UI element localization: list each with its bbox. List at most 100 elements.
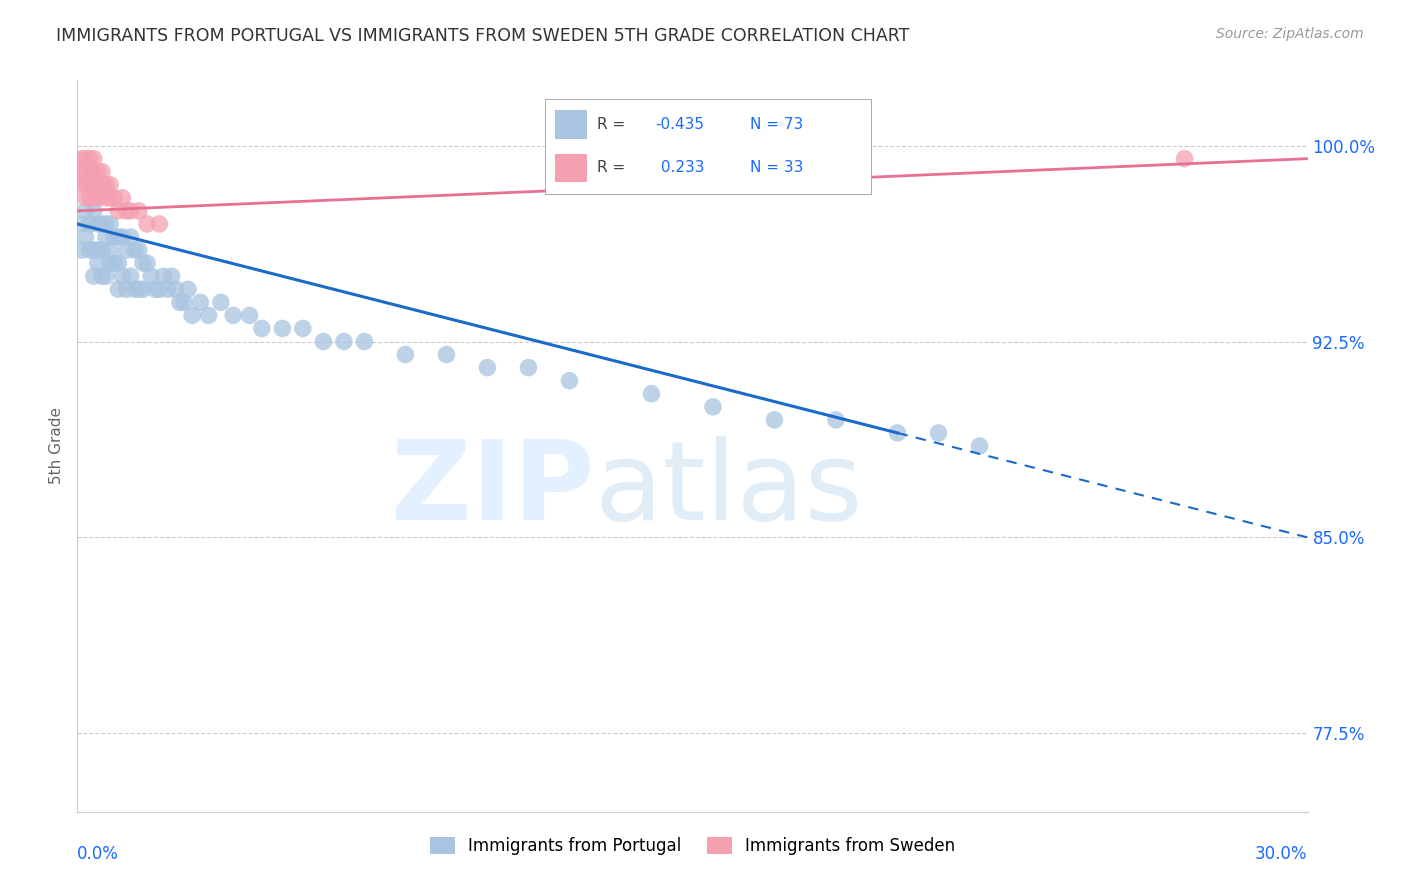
Point bbox=[94, 178, 117, 192]
Point bbox=[90, 178, 114, 192]
Point bbox=[83, 243, 105, 257]
Point bbox=[136, 217, 159, 231]
Point bbox=[173, 295, 195, 310]
Point bbox=[103, 191, 125, 205]
Point bbox=[239, 309, 262, 323]
Point bbox=[132, 282, 155, 296]
Point bbox=[87, 217, 110, 231]
Point bbox=[353, 334, 375, 349]
Point bbox=[98, 217, 121, 231]
Text: Source: ZipAtlas.com: Source: ZipAtlas.com bbox=[1216, 27, 1364, 41]
Point bbox=[197, 309, 219, 323]
Point bbox=[160, 269, 183, 284]
Point bbox=[90, 269, 114, 284]
Point bbox=[98, 243, 121, 257]
Point bbox=[79, 217, 101, 231]
Point bbox=[177, 282, 200, 296]
Point bbox=[70, 178, 93, 192]
Point bbox=[148, 217, 170, 231]
Point bbox=[70, 164, 93, 178]
Point bbox=[111, 269, 134, 284]
Point bbox=[83, 203, 105, 218]
Point bbox=[90, 217, 114, 231]
Point bbox=[169, 295, 191, 310]
Point bbox=[98, 178, 121, 192]
Point bbox=[271, 321, 294, 335]
Point bbox=[87, 243, 110, 257]
Point bbox=[83, 191, 105, 205]
Point bbox=[98, 256, 121, 270]
Point bbox=[111, 230, 134, 244]
Point bbox=[79, 178, 101, 192]
Point bbox=[98, 191, 121, 205]
Point bbox=[128, 282, 150, 296]
Point bbox=[120, 203, 142, 218]
Point bbox=[640, 386, 662, 401]
Point bbox=[156, 282, 179, 296]
Point bbox=[136, 256, 159, 270]
Point bbox=[148, 282, 170, 296]
Point bbox=[120, 230, 142, 244]
Point bbox=[94, 269, 117, 284]
Point bbox=[111, 191, 134, 205]
Point bbox=[128, 243, 150, 257]
Point bbox=[94, 217, 117, 231]
Point bbox=[107, 230, 129, 244]
Point bbox=[1174, 152, 1197, 166]
Point bbox=[87, 256, 110, 270]
Point bbox=[517, 360, 540, 375]
Point bbox=[124, 282, 146, 296]
Text: 0.0%: 0.0% bbox=[77, 845, 120, 863]
Text: atlas: atlas bbox=[595, 436, 862, 543]
Point bbox=[94, 191, 117, 205]
Text: ZIP: ZIP bbox=[391, 436, 595, 543]
Point bbox=[83, 178, 105, 192]
Point bbox=[75, 230, 97, 244]
Point bbox=[79, 243, 101, 257]
Point bbox=[825, 413, 848, 427]
Point bbox=[103, 230, 125, 244]
Point bbox=[132, 256, 155, 270]
Point bbox=[94, 230, 117, 244]
Point bbox=[70, 217, 93, 231]
Point bbox=[79, 152, 101, 166]
Point bbox=[143, 282, 166, 296]
Point bbox=[79, 191, 101, 205]
Text: IMMIGRANTS FROM PORTUGAL VS IMMIGRANTS FROM SWEDEN 5TH GRADE CORRELATION CHART: IMMIGRANTS FROM PORTUGAL VS IMMIGRANTS F… bbox=[56, 27, 910, 45]
Point bbox=[394, 348, 416, 362]
Y-axis label: 5th Grade: 5th Grade bbox=[49, 408, 65, 484]
Point bbox=[250, 321, 273, 335]
Point bbox=[107, 282, 129, 296]
Point bbox=[333, 334, 356, 349]
Point bbox=[291, 321, 314, 335]
Point bbox=[115, 282, 138, 296]
Point bbox=[209, 295, 232, 310]
Point bbox=[763, 413, 786, 427]
Point bbox=[103, 256, 125, 270]
Point bbox=[181, 309, 204, 323]
Point bbox=[70, 243, 93, 257]
Point bbox=[436, 348, 458, 362]
Point bbox=[120, 269, 142, 284]
Point bbox=[70, 152, 93, 166]
Point bbox=[222, 309, 245, 323]
Point bbox=[188, 295, 212, 310]
Point bbox=[152, 269, 174, 284]
Point bbox=[75, 178, 97, 192]
Point bbox=[107, 256, 129, 270]
Point bbox=[87, 164, 110, 178]
Point bbox=[75, 152, 97, 166]
Point bbox=[928, 425, 950, 440]
Point bbox=[75, 191, 97, 205]
Point bbox=[141, 269, 163, 284]
Point bbox=[75, 164, 97, 178]
Point bbox=[124, 243, 146, 257]
Legend: Immigrants from Portugal, Immigrants from Sweden: Immigrants from Portugal, Immigrants fro… bbox=[423, 830, 962, 862]
Point bbox=[115, 243, 138, 257]
Point bbox=[90, 164, 114, 178]
Point bbox=[702, 400, 724, 414]
Point bbox=[477, 360, 499, 375]
Point bbox=[83, 152, 105, 166]
Point bbox=[83, 164, 105, 178]
Point bbox=[83, 269, 105, 284]
